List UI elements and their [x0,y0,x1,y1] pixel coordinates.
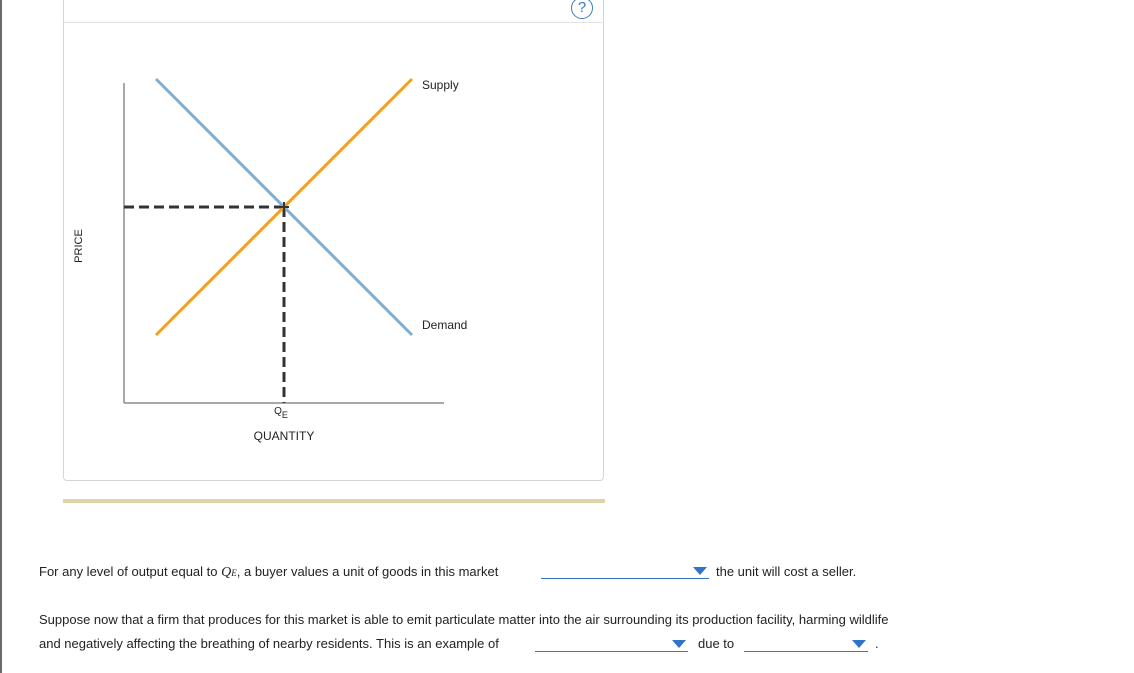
y-axis-label: PRICE [73,229,85,263]
help-button[interactable]: ? [571,0,593,19]
graph-panel [63,0,604,481]
panel-header-divider [63,22,604,23]
supply-curve-label: Supply [422,78,459,92]
chevron-down-icon [852,640,866,648]
externality-type-dropdown[interactable] [535,638,688,652]
question1-text: For any level of output equal to QE, a b… [39,564,498,581]
question1-middle: , a buyer values a unit of goods in this… [236,564,499,579]
question2-end: . [875,636,879,651]
equilibrium-quantity-label-base: Q [274,406,282,417]
demand-curve-label: Demand [422,318,467,332]
question1-q-sub: E [231,568,237,578]
question1-prefix: For any level of output equal to [39,564,222,579]
equilibrium-quantity-label: QE [274,406,288,420]
x-axis-label: QUANTITY [254,429,315,443]
question1-suffix: the unit will cost a seller. [716,564,857,579]
chevron-down-icon [693,567,707,575]
equilibrium-quantity-label-sub: E [282,410,288,420]
question2-due-to: due to [698,636,735,651]
question1-q-var: Q [221,565,232,580]
value-comparison-dropdown[interactable] [541,565,709,579]
section-divider-bar [63,499,605,503]
equilibrium-point-marker [279,202,289,212]
externality-cause-dropdown[interactable] [744,638,868,652]
question2-line2: and negatively affecting the breathing o… [39,636,499,651]
window-left-border [0,0,2,673]
question2-line1: Suppose now that a firm that produces fo… [39,612,889,627]
chevron-down-icon [672,640,686,648]
